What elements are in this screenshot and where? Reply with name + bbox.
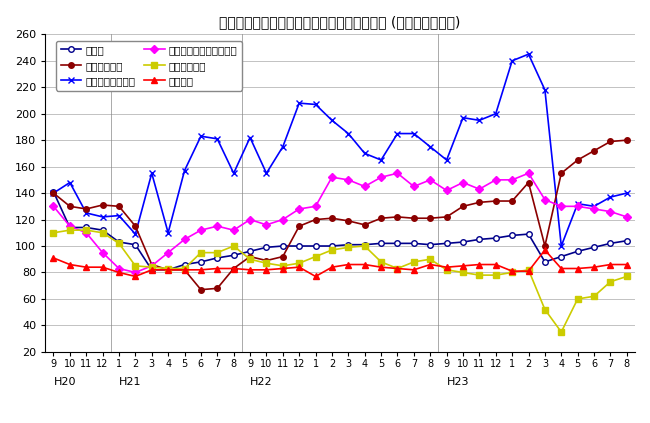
Text: H23: H23 — [447, 377, 469, 387]
Text: H21: H21 — [119, 377, 142, 387]
Title: 三重県鉱工業生産及び主要業種別指数の推移 (季節調整済指数): 三重県鉱工業生産及び主要業種別指数の推移 (季節調整済指数) — [220, 15, 461, 29]
Legend: 鉱工業, 一般機械工業, 情報通信機械工業, 電子部品・デバイス工業, 輸送機械工業, 化学工業: 鉱工業, 一般機械工業, 情報通信機械工業, 電子部品・デバイス工業, 輸送機械… — [57, 41, 242, 91]
Text: H22: H22 — [250, 377, 272, 387]
Text: H20: H20 — [53, 377, 76, 387]
